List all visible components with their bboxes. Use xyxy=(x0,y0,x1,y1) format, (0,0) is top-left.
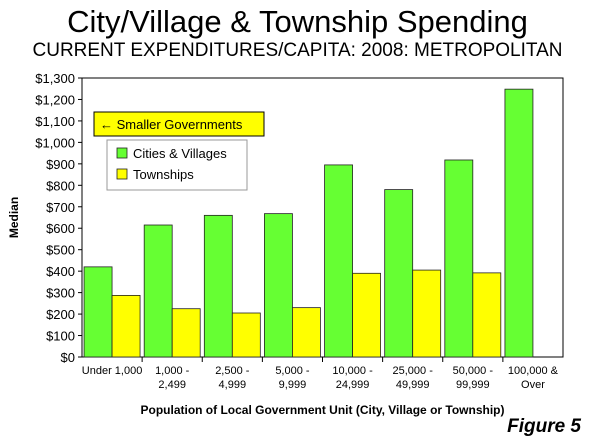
x-tick-label: 1,000 - xyxy=(155,365,190,377)
y-tick-label: $100 xyxy=(46,329,75,344)
bar-townships xyxy=(412,269,442,358)
x-tick-label: 24,999 xyxy=(336,379,370,391)
bar-townships xyxy=(171,308,201,358)
chart-subtitle: CURRENT EXPENDITURES/CAPITA: 2008: METRO… xyxy=(32,40,563,61)
legend-label: Townships xyxy=(133,167,194,182)
x-tick-label: 9,999 xyxy=(279,379,307,391)
y-axis-label: Median xyxy=(7,197,21,238)
bar-townships xyxy=(352,272,381,358)
y-tick-label: $1,100 xyxy=(35,114,75,129)
x-tick-label: 100,000 & xyxy=(508,365,559,377)
legend-label: Cities & Villages xyxy=(133,146,227,161)
bar-cities xyxy=(384,189,414,358)
bar-cities xyxy=(324,164,353,358)
legend-swatch xyxy=(116,147,128,159)
x-tick-label: 25,000 - xyxy=(393,365,434,377)
bar-townships xyxy=(231,312,261,358)
y-tick-label: $1,300 xyxy=(35,71,75,86)
x-tick-label: 99,999 xyxy=(456,379,490,391)
figure-label: Figure 5 xyxy=(507,416,581,437)
annotation-text: ← Smaller Governments xyxy=(100,117,243,132)
legend xyxy=(106,139,248,191)
bar-cities xyxy=(504,88,534,358)
x-tick-label: 10,000 - xyxy=(332,365,373,377)
y-tick-label: $1,000 xyxy=(35,135,75,150)
bar-townships xyxy=(292,307,321,358)
x-tick-label: 4,999 xyxy=(219,379,247,391)
y-tick-label: $500 xyxy=(46,243,75,258)
y-tick-label: $1,200 xyxy=(35,92,75,107)
x-tick-label: 49,999 xyxy=(396,379,430,391)
y-tick-label: $900 xyxy=(46,157,75,172)
y-tick-label: $600 xyxy=(46,221,75,236)
x-tick-label: Over xyxy=(521,379,545,391)
chart-title: City/Village & Township Spending xyxy=(67,4,528,39)
y-tick-label: $300 xyxy=(46,286,75,301)
annotation-box xyxy=(93,111,265,137)
x-tick-label: 2,500 - xyxy=(215,365,250,377)
bar-cities xyxy=(444,159,474,358)
bar-townships xyxy=(472,272,502,358)
y-tick-label: $0 xyxy=(61,350,75,365)
y-tick-label: $200 xyxy=(46,307,75,322)
bar-cities xyxy=(143,224,173,358)
bar-townships xyxy=(111,295,141,358)
x-tick-label: 2,499 xyxy=(158,379,186,391)
y-tick-label: $700 xyxy=(46,200,75,215)
x-axis-label: Population of Local Government Unit (Cit… xyxy=(140,403,504,417)
x-tick-label: 5,000 - xyxy=(275,365,310,377)
x-tick-label: Under 1,000 xyxy=(82,365,143,377)
bar-cities xyxy=(203,214,233,358)
bar-cities xyxy=(83,266,113,358)
bar-cities xyxy=(264,213,293,358)
x-tick-label: 50,000 - xyxy=(453,365,494,377)
y-tick-label: $400 xyxy=(46,264,75,279)
legend-swatch xyxy=(116,168,128,180)
y-tick-label: $800 xyxy=(46,178,75,193)
